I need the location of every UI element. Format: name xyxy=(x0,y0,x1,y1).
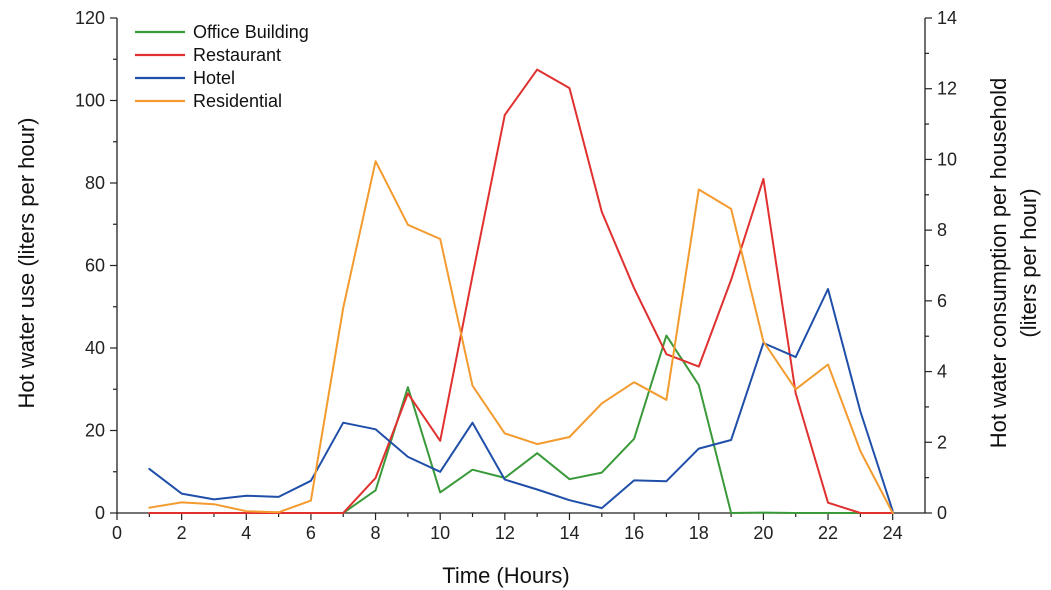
series-line-restaurant xyxy=(149,70,892,513)
x-tick-label: 6 xyxy=(306,523,316,543)
x-tick-label: 10 xyxy=(430,523,450,543)
right-y-tick-label: 10 xyxy=(937,149,957,169)
left-y-tick-label: 80 xyxy=(85,173,105,193)
legend-label-hotel: Hotel xyxy=(193,68,235,88)
right-y-tick-label: 2 xyxy=(937,432,947,452)
x-tick-label: 16 xyxy=(624,523,644,543)
x-tick-label: 8 xyxy=(371,523,381,543)
left-y-tick-label: 0 xyxy=(95,503,105,523)
x-tick-label: 20 xyxy=(753,523,773,543)
axes: 0 2 4 6 8 10 12 14 16 18 20 22 240204060801001200246… xyxy=(75,8,957,543)
left-y-tick-label: 20 xyxy=(85,421,105,441)
x-tick-label: 14 xyxy=(559,523,579,543)
legend-label-restaurant: Restaurant xyxy=(193,45,281,65)
right-y-axis-title: Hot water consumption per household (lite… xyxy=(986,78,1041,449)
x-tick-label: 0 xyxy=(112,523,122,543)
series-line-office-building xyxy=(343,336,893,513)
x-tick-label: 22 xyxy=(818,523,838,543)
right-y-tick-label: 12 xyxy=(937,79,957,99)
right-y-tick-label: 8 xyxy=(937,220,947,240)
x-tick-label: 2 xyxy=(177,523,187,543)
x-tick-label: 24 xyxy=(883,523,903,543)
series-line-residential xyxy=(149,161,892,513)
x-tick-label: 18 xyxy=(689,523,709,543)
series-lines xyxy=(149,70,892,513)
left-y-axis-title: Hot water use (liters per hour) xyxy=(14,118,39,409)
left-y-tick-label: 120 xyxy=(75,8,105,28)
left-y-tick-label: 100 xyxy=(75,91,105,111)
right-y-tick-label: 0 xyxy=(937,503,947,523)
x-tick-label: 4 xyxy=(241,523,251,543)
legend-label-residential: Residential xyxy=(193,91,282,111)
right-y-axis-title-line: Hot water consumption per household xyxy=(986,78,1011,449)
x-tick-label: 12 xyxy=(495,523,515,543)
legend-label-office-building: Office Building xyxy=(193,22,309,42)
x-axis-title: Time (Hours) xyxy=(442,563,570,588)
right-y-tick-label: 4 xyxy=(937,362,947,382)
series-line-hotel xyxy=(149,289,892,511)
left-y-tick-label: 60 xyxy=(85,256,105,276)
right-y-tick-label: 14 xyxy=(937,8,957,28)
right-y-axis-title-line: (liters per hour) xyxy=(1016,188,1041,337)
right-y-tick-label: 6 xyxy=(937,291,947,311)
left-y-tick-label: 40 xyxy=(85,338,105,358)
legend: Office Building Restaurant Hotel Residentia… xyxy=(135,22,309,111)
